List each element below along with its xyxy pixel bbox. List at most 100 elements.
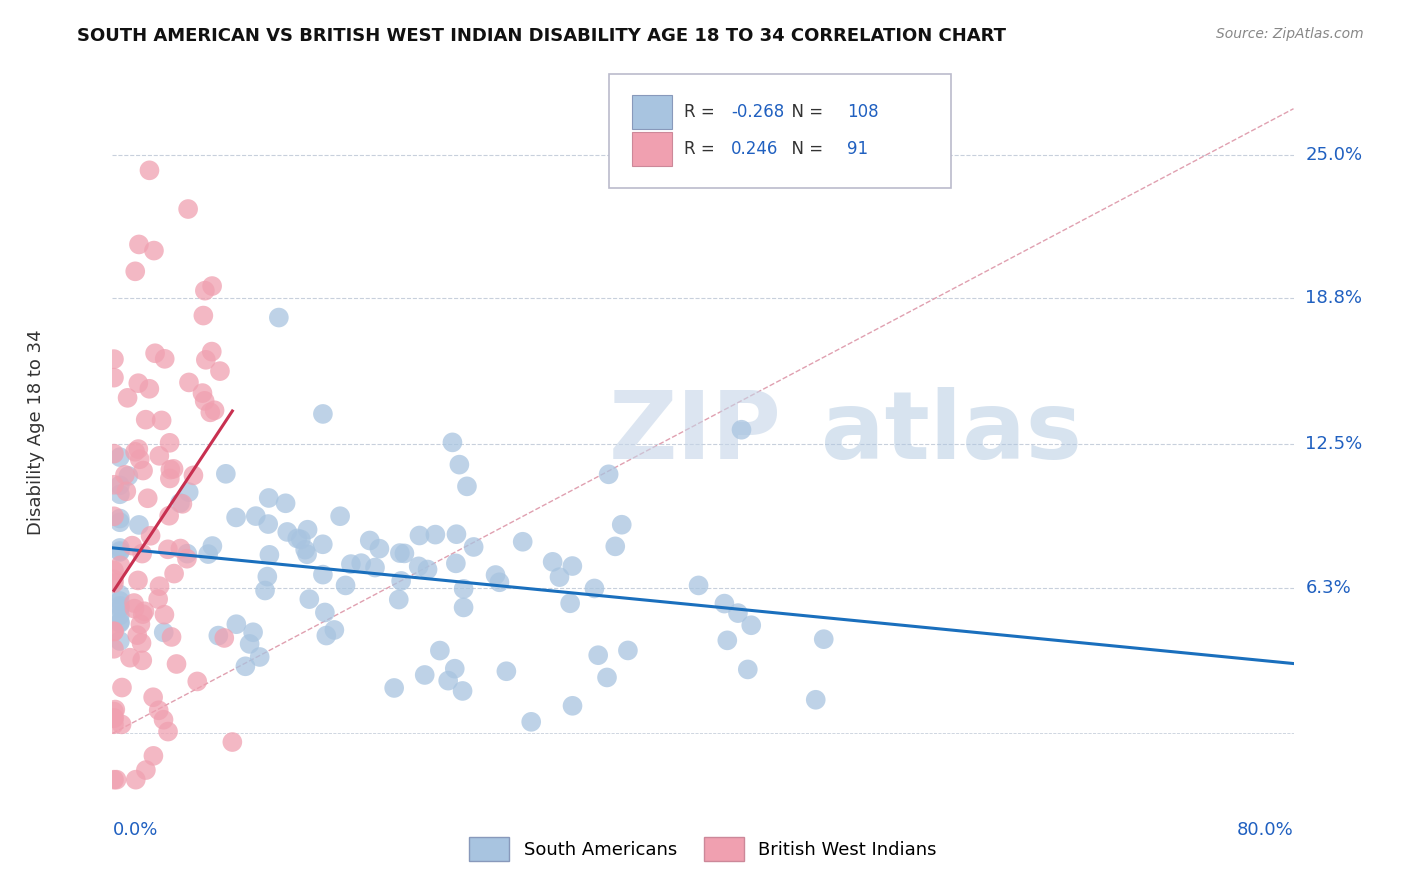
- Point: [177, 376, 200, 390]
- Point: [177, 485, 200, 500]
- Point: [425, 527, 447, 541]
- Point: [176, 547, 198, 561]
- Point: [159, 435, 181, 450]
- Point: [103, 576, 125, 591]
- Point: [103, 717, 125, 731]
- Point: [153, 351, 176, 366]
- Point: [117, 469, 139, 483]
- Point: [157, 508, 180, 523]
- Point: [127, 376, 149, 391]
- Point: [153, 607, 176, 622]
- Text: ZIP: ZIP: [609, 386, 782, 479]
- Point: [340, 557, 363, 571]
- Point: [561, 559, 583, 574]
- Point: [245, 509, 267, 524]
- Point: [548, 570, 571, 584]
- Point: [103, 624, 125, 639]
- Point: [103, 477, 125, 491]
- Point: [208, 364, 231, 378]
- Point: [207, 629, 229, 643]
- Point: [163, 566, 186, 581]
- Point: [103, 564, 125, 578]
- Point: [108, 487, 131, 501]
- Point: [108, 511, 131, 525]
- Point: [323, 623, 346, 637]
- Point: [103, 352, 125, 367]
- Point: [134, 604, 156, 618]
- Point: [103, 711, 125, 725]
- Point: [368, 541, 391, 556]
- Point: [329, 509, 352, 524]
- Point: [259, 548, 281, 562]
- Point: [201, 539, 224, 553]
- Point: [389, 574, 412, 588]
- Point: [257, 491, 280, 505]
- Text: Source: ZipAtlas.com: Source: ZipAtlas.com: [1216, 27, 1364, 41]
- Point: [453, 600, 475, 615]
- Point: [169, 496, 191, 510]
- Point: [172, 497, 194, 511]
- Text: 12.5%: 12.5%: [1305, 435, 1362, 453]
- Point: [135, 412, 157, 426]
- Point: [257, 517, 280, 532]
- Point: [169, 541, 191, 556]
- Point: [312, 567, 335, 582]
- Point: [108, 478, 131, 492]
- Point: [108, 616, 131, 631]
- Point: [124, 601, 146, 615]
- Point: [727, 606, 749, 620]
- Point: [110, 558, 132, 573]
- Point: [159, 462, 181, 476]
- Point: [221, 735, 243, 749]
- Point: [312, 407, 335, 421]
- Text: 91: 91: [846, 140, 869, 158]
- Text: 0.246: 0.246: [731, 140, 779, 158]
- Point: [177, 202, 200, 216]
- Point: [108, 544, 131, 558]
- Point: [194, 284, 217, 298]
- Point: [160, 630, 183, 644]
- Point: [335, 578, 357, 592]
- Point: [416, 562, 439, 576]
- Point: [605, 540, 627, 554]
- Point: [156, 542, 179, 557]
- Point: [359, 533, 381, 548]
- Point: [350, 556, 373, 570]
- Point: [105, 772, 128, 787]
- Point: [242, 625, 264, 640]
- Point: [142, 690, 165, 705]
- Point: [583, 582, 606, 596]
- Point: [108, 615, 131, 629]
- Point: [610, 517, 633, 532]
- Point: [108, 599, 131, 613]
- Point: [186, 674, 208, 689]
- Point: [312, 537, 335, 551]
- Point: [541, 555, 564, 569]
- Point: [150, 413, 173, 427]
- Point: [688, 578, 710, 592]
- Point: [201, 279, 224, 293]
- Point: [520, 714, 543, 729]
- Point: [191, 386, 214, 401]
- Point: [453, 582, 475, 596]
- Point: [488, 575, 510, 590]
- Text: 25.0%: 25.0%: [1305, 146, 1362, 164]
- Point: [364, 560, 387, 574]
- Point: [103, 447, 125, 461]
- Point: [463, 540, 485, 554]
- Point: [408, 528, 430, 542]
- Point: [314, 606, 336, 620]
- Point: [103, 624, 125, 639]
- Point: [225, 510, 247, 524]
- Point: [449, 458, 471, 472]
- Point: [596, 670, 619, 684]
- Point: [131, 636, 153, 650]
- Point: [142, 748, 165, 763]
- Point: [108, 634, 131, 648]
- Text: -0.268: -0.268: [731, 103, 785, 121]
- Text: R =: R =: [685, 140, 720, 158]
- Point: [441, 435, 464, 450]
- Point: [235, 659, 257, 673]
- Point: [139, 529, 162, 543]
- FancyBboxPatch shape: [609, 73, 950, 188]
